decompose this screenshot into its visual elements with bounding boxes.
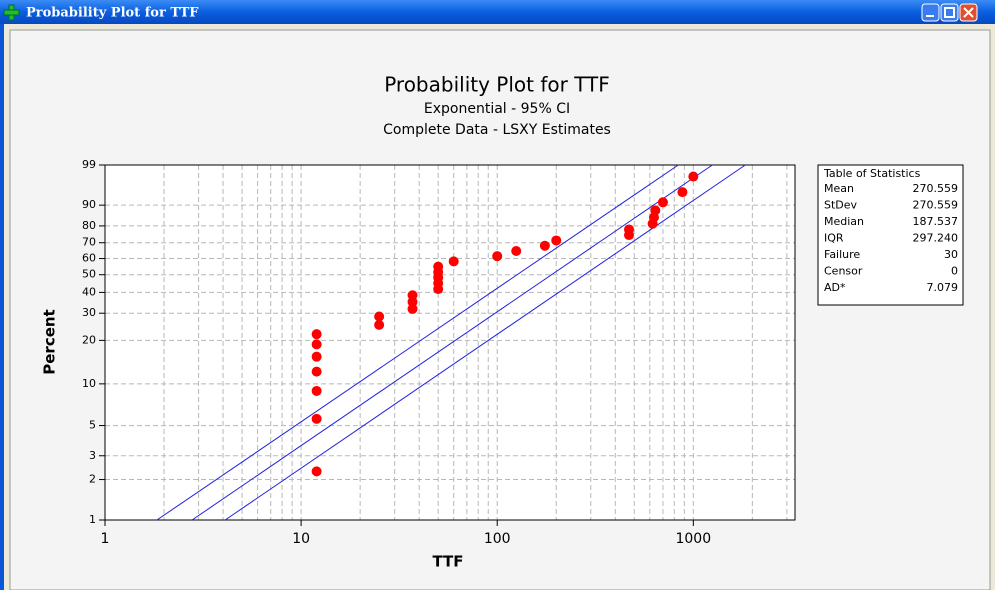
y-tick-label: 99 [82, 158, 96, 171]
stats-value: 30 [944, 248, 958, 261]
data-point [448, 256, 459, 267]
data-point [374, 319, 385, 330]
data-point [511, 245, 522, 256]
x-tick-label: 1 [101, 531, 110, 547]
stats-label: AD* [824, 281, 846, 294]
app-icon [3, 4, 20, 21]
y-tick-label: 1 [89, 513, 96, 526]
stats-title: Table of Statistics [823, 167, 921, 180]
y-tick-label: 2 [89, 473, 96, 486]
data-point [492, 251, 503, 262]
data-point [688, 171, 699, 182]
stats-label: Censor [824, 265, 863, 278]
y-tick-label: 70 [82, 236, 96, 249]
data-point [650, 205, 661, 216]
y-tick-label: 60 [82, 252, 96, 265]
y-tick-label: 3 [89, 449, 96, 462]
chart-subtitle: Complete Data - LSXY Estimates [383, 122, 611, 138]
window-buttons[interactable] [921, 3, 978, 22]
fit-line [191, 164, 713, 521]
data-point [657, 197, 668, 208]
x-tick-label: 10 [292, 531, 310, 547]
data-point [677, 187, 688, 198]
window-title: Probability Plot for TTF [26, 6, 199, 21]
stats-value: 187.537 [913, 215, 959, 228]
stats-label: Mean [824, 182, 854, 195]
stats-label: IQR [824, 232, 844, 245]
plot-border [104, 164, 796, 521]
stats-box [817, 164, 964, 306]
stats-value: 270.559 [913, 182, 959, 195]
chart-subtitle: Exponential - 95% CI [424, 101, 570, 117]
data-point [374, 311, 385, 322]
stats-value: 7.079 [927, 281, 959, 294]
y-tick-label: 90 [82, 198, 96, 211]
y-tick-label: 50 [82, 268, 96, 281]
chart-title: Probability Plot for TTF [384, 73, 610, 97]
fit-line [224, 164, 746, 521]
y-tick-label: 40 [82, 285, 96, 298]
stats-value: 297.240 [913, 232, 959, 245]
data-point [311, 339, 322, 350]
data-point [624, 224, 635, 235]
plot-area [104, 164, 796, 521]
title-bar [0, 0, 995, 24]
data-point [311, 385, 322, 396]
y-tick-label: 5 [89, 419, 96, 432]
data-point [433, 261, 444, 272]
fit-line [156, 164, 679, 521]
stats-value: 0 [951, 265, 958, 278]
y-tick-label: 30 [82, 306, 96, 319]
data-point [311, 366, 322, 377]
data-point [407, 290, 418, 301]
x-tick-label: 100 [484, 531, 511, 547]
data-point [407, 303, 418, 314]
stats-value: 270.559 [913, 199, 959, 212]
x-axis-label: TTF [432, 553, 463, 571]
data-point [311, 413, 322, 424]
y-tick-label: 10 [82, 377, 96, 390]
data-point [539, 240, 550, 251]
stats-label: StDev [824, 199, 858, 212]
y-tick-label: 20 [82, 333, 96, 346]
stats-label: Failure [824, 248, 860, 261]
data-point [311, 329, 322, 340]
data-point [311, 351, 322, 362]
data-point [311, 466, 322, 477]
y-axis-label: Percent [41, 309, 59, 374]
x-tick-label: 1000 [675, 531, 711, 547]
y-tick-label: 80 [82, 219, 96, 232]
stats-label: Median [824, 215, 864, 228]
data-point [551, 235, 562, 246]
